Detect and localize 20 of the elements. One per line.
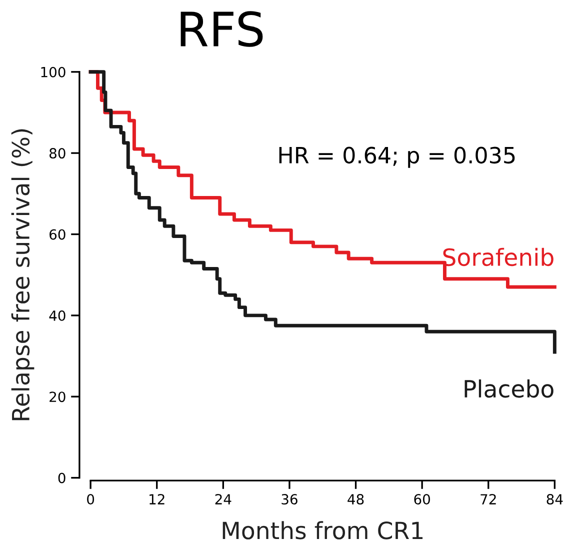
y-tick-label: 60 [50, 229, 66, 240]
x-tick-label: 48 [348, 494, 364, 505]
y-tick-label: 40 [49, 310, 66, 321]
series-label: Sorafenib [443, 248, 554, 266]
series-label: Placebo [464, 379, 554, 398]
x-tick-label: 72 [480, 494, 496, 504]
y-axis-title: Relapse free survival (%) [11, 129, 34, 420]
x-tick-label: 36 [282, 494, 298, 505]
x-axis-title: Months from CR1 [222, 521, 423, 540]
y-tick-label: 0 [58, 472, 66, 484]
y-tick-label: 100 [41, 66, 66, 78]
y-tick-label: 80 [50, 148, 66, 159]
y-tick-label: 20 [50, 392, 66, 402]
chart-title: RFS [180, 11, 263, 47]
x-tick-label: 24 [215, 494, 232, 504]
annotation: HR = 0.64; p = 0.035 [279, 146, 515, 168]
x-tick-label: 60 [414, 494, 430, 505]
x-tick-label: 84 [546, 494, 563, 505]
x-tick-label: 12 [150, 494, 164, 504]
x-tick-label: 0 [87, 494, 94, 505]
